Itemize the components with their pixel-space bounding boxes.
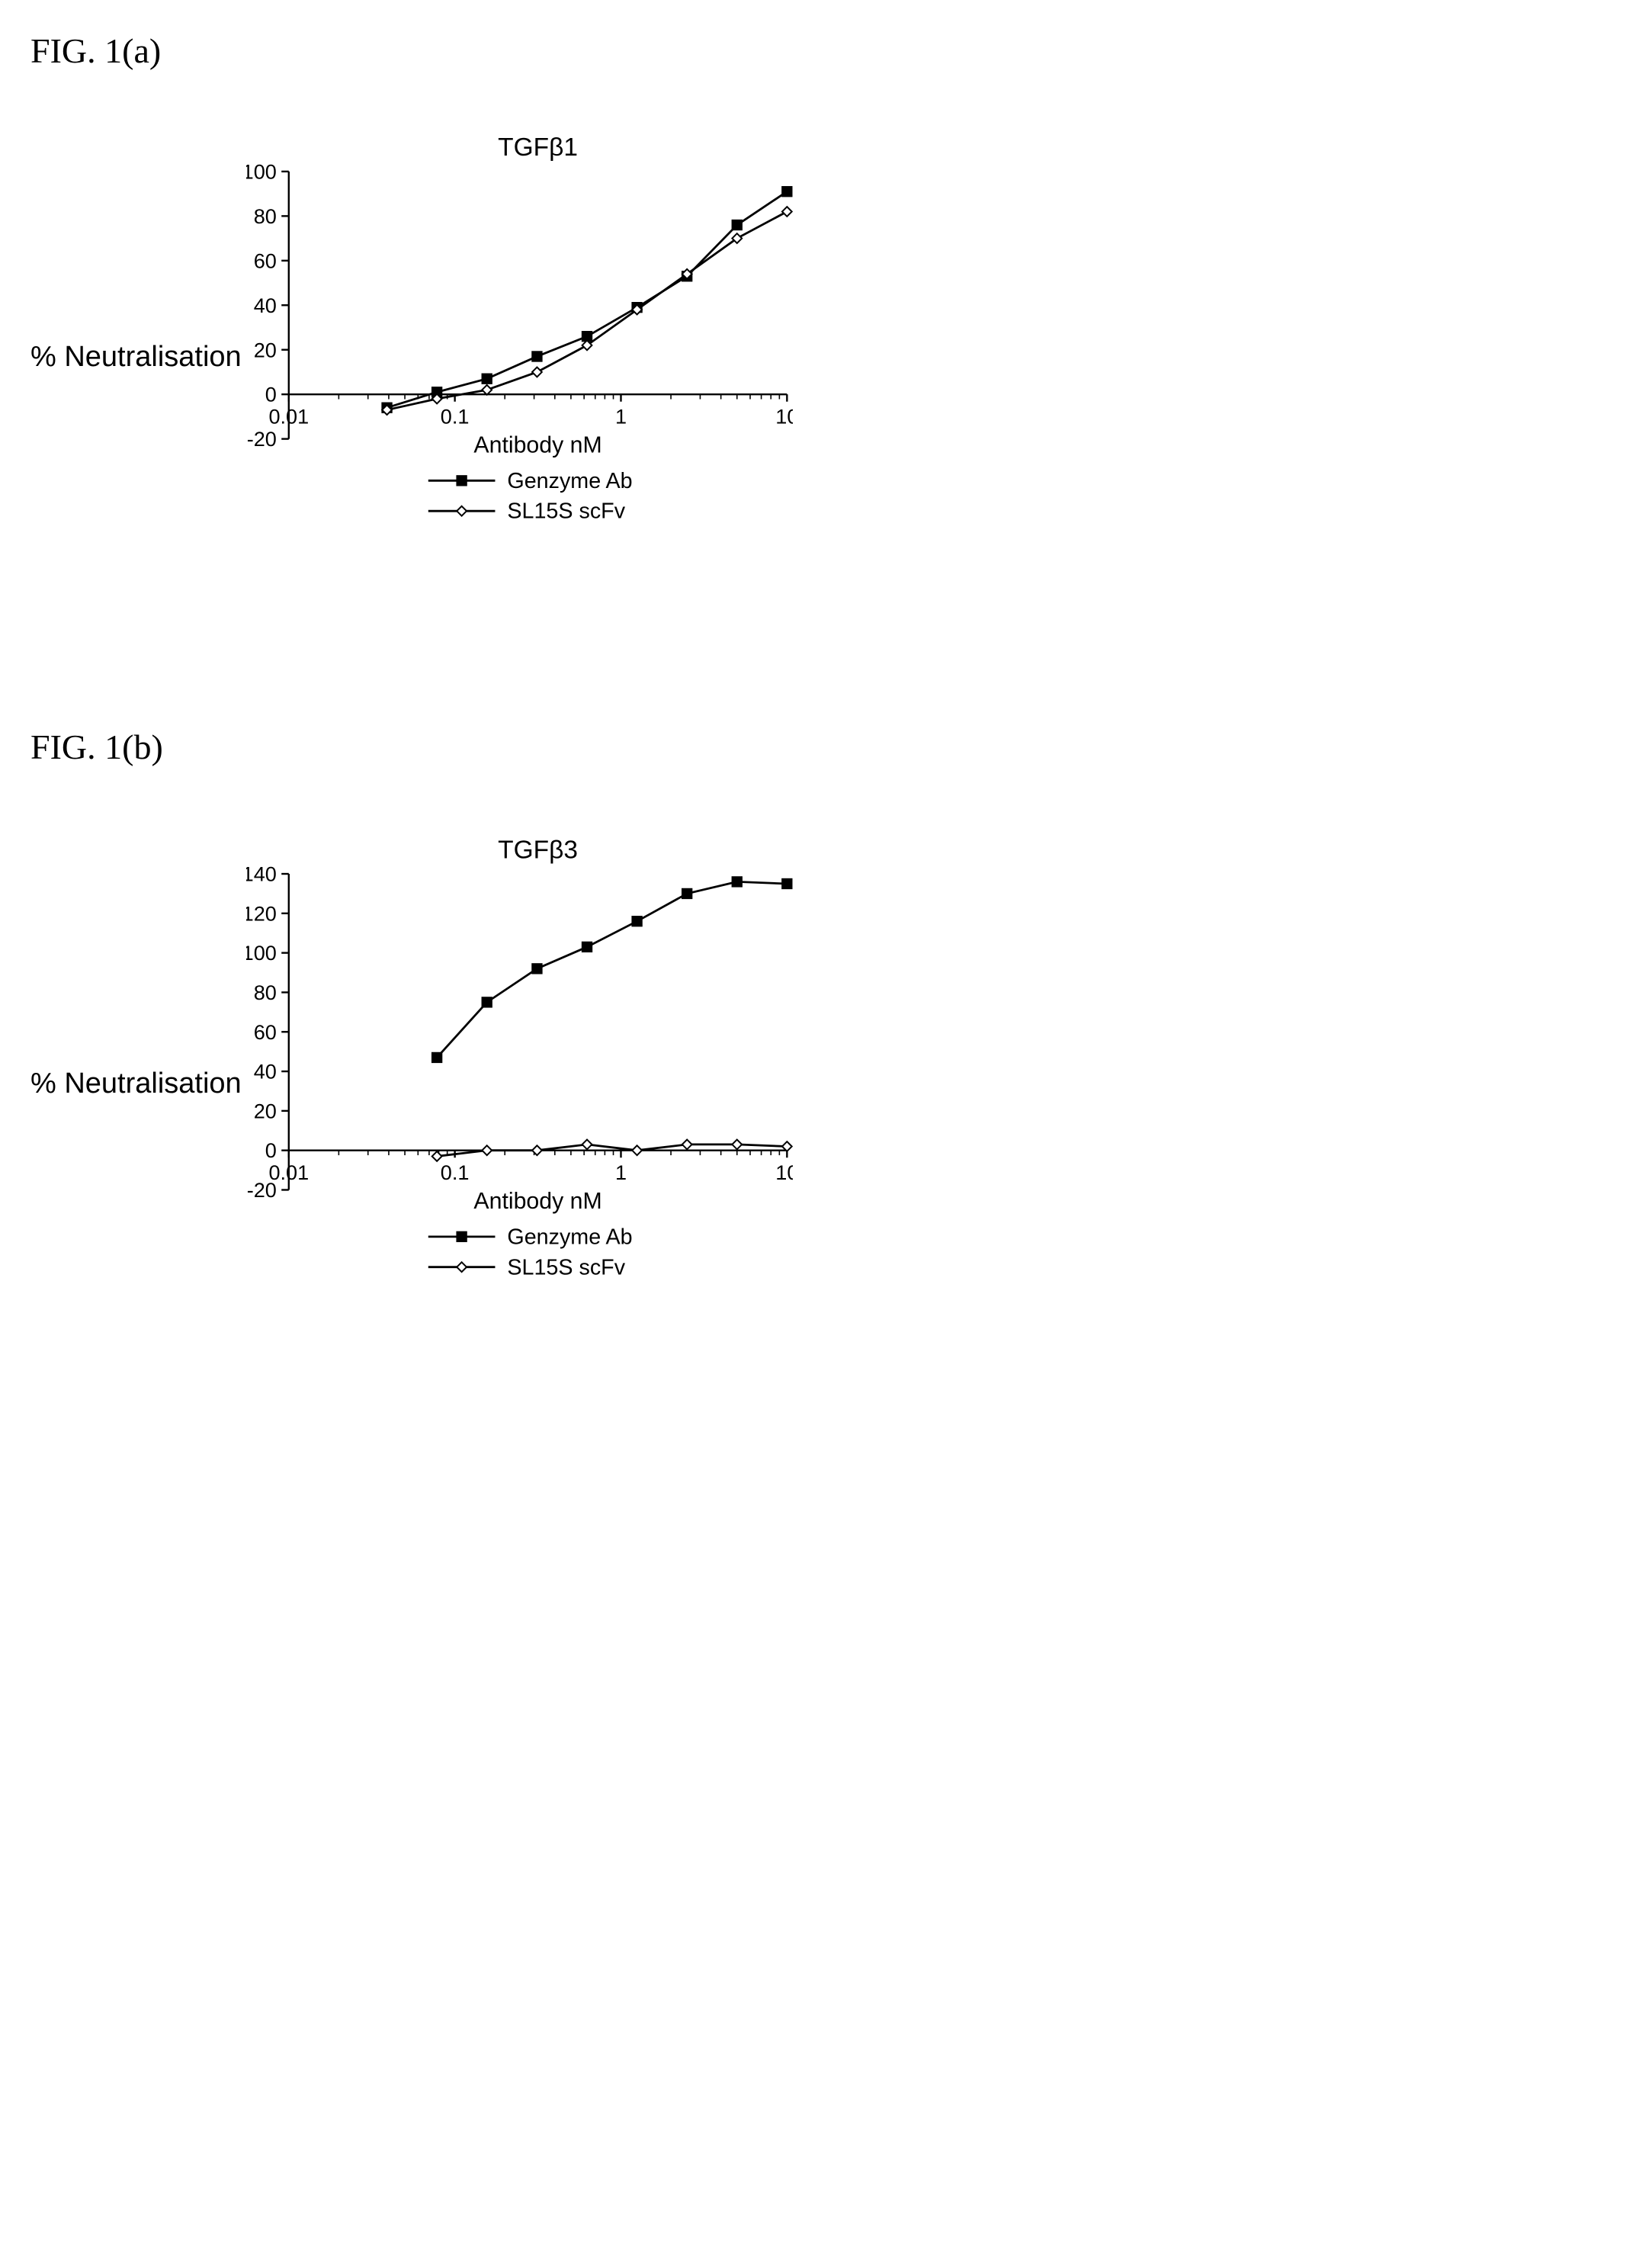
svg-text:40: 40: [253, 294, 276, 317]
figure-a-chart-wrap: % Neutralisation TGFβ1 -20 0 20 40 60 80 100 0.0…: [30, 79, 793, 635]
figure-b-svg: TGFβ3-200204060801001201400.010.1110Anti…: [246, 775, 793, 1392]
figure-b-ylabel: % Neutralisation: [30, 1068, 242, 1100]
svg-text:1: 1: [615, 1161, 627, 1184]
svg-text:0: 0: [265, 383, 276, 406]
svg-text:80: 80: [253, 981, 276, 1004]
svg-text:Genzyme Ab: Genzyme Ab: [507, 1225, 632, 1249]
svg-text:120: 120: [246, 901, 277, 925]
svg-text:0.1: 0.1: [441, 404, 470, 428]
svg-text:Antibody nM: Antibody nM: [473, 1189, 601, 1214]
svg-text:0: 0: [265, 1138, 276, 1162]
svg-text:Genzyme Ab: Genzyme Ab: [507, 469, 632, 493]
figure-a-ylabel: % Neutralisation: [30, 341, 242, 374]
svg-text:60: 60: [253, 1020, 276, 1044]
svg-text:TGFβ1: TGFβ1: [498, 133, 578, 162]
svg-text:TGFβ3: TGFβ3: [498, 836, 578, 864]
svg-text:140: 140: [246, 862, 277, 886]
figure-a: FIG. 1(a) % Neutralisation TGFβ1 -20 0 20 40…: [30, 31, 793, 635]
svg-text:10: 10: [775, 404, 793, 428]
figure-a-label: FIG. 1(a): [30, 31, 793, 71]
svg-text:100: 100: [246, 941, 277, 965]
svg-text:80: 80: [253, 204, 276, 228]
figure-b-label: FIG. 1(b): [30, 727, 793, 767]
svg-text:0.01: 0.01: [268, 1161, 309, 1184]
figure-b: FIG. 1(b) % Neutralisation TGFβ3-2002040…: [30, 727, 793, 1392]
svg-text:Antibody nM: Antibody nM: [473, 433, 601, 458]
svg-text:0.1: 0.1: [441, 1161, 470, 1184]
svg-text:1: 1: [615, 404, 627, 428]
svg-text:SL15S scFv: SL15S scFv: [507, 499, 625, 524]
figure-b-chart-wrap: % Neutralisation TGFβ3-20020406080100120…: [30, 775, 793, 1392]
svg-text:SL15S scFv: SL15S scFv: [507, 1255, 625, 1279]
svg-text:10: 10: [775, 1161, 793, 1184]
svg-text:60: 60: [253, 249, 276, 272]
svg-text:40: 40: [253, 1060, 276, 1084]
svg-text:20: 20: [253, 1099, 276, 1122]
figure-a-svg: TGFβ1 -20 0 20 40 60 80 100 0.01 0.1 1 10 Antibody n…: [246, 79, 793, 635]
svg-text:-20: -20: [246, 427, 276, 451]
svg-text:0.01: 0.01: [268, 404, 309, 428]
svg-text:100: 100: [246, 159, 277, 183]
svg-text:20: 20: [253, 338, 276, 361]
